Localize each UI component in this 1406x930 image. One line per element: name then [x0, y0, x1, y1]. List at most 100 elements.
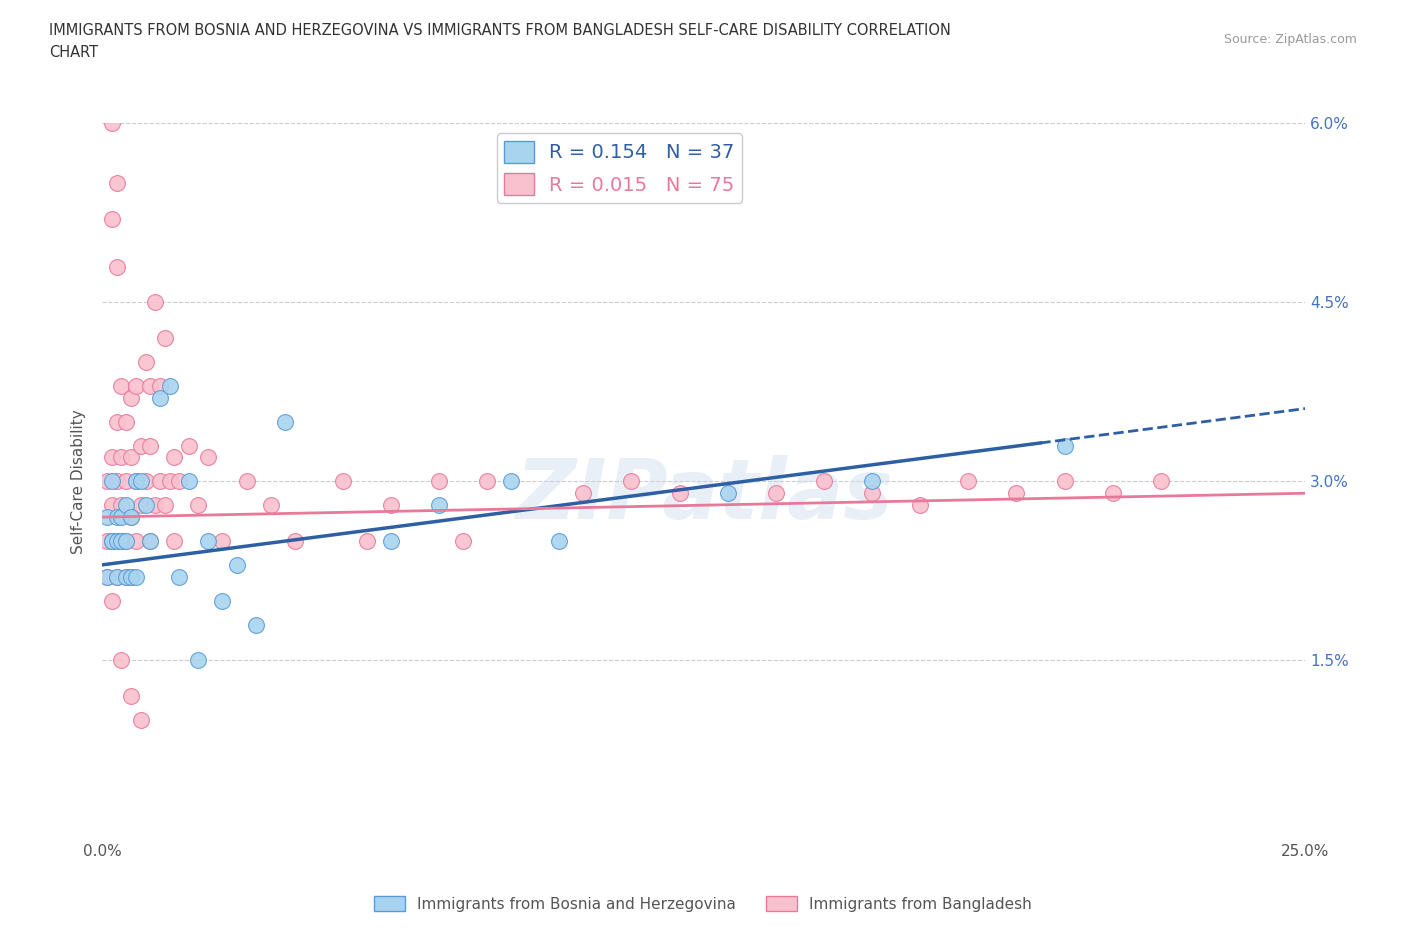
Point — [134, 498, 156, 512]
Text: Source: ZipAtlas.com: Source: ZipAtlas.com — [1223, 33, 1357, 46]
Point — [125, 569, 148, 584]
Point — [451, 534, 474, 549]
Point — [105, 534, 128, 549]
Point — [110, 534, 132, 549]
Point — [548, 534, 571, 549]
Point — [110, 450, 132, 465]
Text: ZIPatlas: ZIPatlas — [515, 455, 893, 536]
Point — [115, 414, 138, 429]
Legend: R = 0.154   N = 37, R = 0.015   N = 75: R = 0.154 N = 37, R = 0.015 N = 75 — [496, 133, 742, 204]
Point — [110, 498, 132, 512]
Point — [129, 438, 152, 453]
Point — [101, 211, 124, 226]
Point — [427, 474, 450, 489]
Text: IMMIGRANTS FROM BOSNIA AND HERZEGOVINA VS IMMIGRANTS FROM BANGLADESH SELF-CARE D: IMMIGRANTS FROM BOSNIA AND HERZEGOVINA V… — [49, 23, 950, 60]
Point — [115, 474, 138, 489]
Point — [96, 510, 118, 525]
Point — [620, 474, 643, 489]
Point — [159, 379, 181, 393]
Point — [153, 498, 176, 512]
Point — [101, 534, 124, 549]
Point — [115, 569, 138, 584]
Point — [226, 557, 249, 572]
Point — [143, 498, 166, 512]
Point — [197, 450, 219, 465]
Point — [1053, 474, 1076, 489]
Point — [163, 534, 186, 549]
Point — [101, 498, 124, 512]
Point — [129, 712, 152, 727]
Point — [96, 534, 118, 549]
Point — [177, 474, 200, 489]
Point — [120, 569, 142, 584]
Point — [96, 474, 118, 489]
Point — [332, 474, 354, 489]
Point — [475, 474, 498, 489]
Point — [110, 653, 132, 668]
Point — [101, 116, 124, 131]
Point — [187, 498, 209, 512]
Point — [105, 414, 128, 429]
Point — [813, 474, 835, 489]
Point — [115, 569, 138, 584]
Point — [1150, 474, 1173, 489]
Point — [860, 474, 883, 489]
Point — [120, 510, 142, 525]
Point — [197, 534, 219, 549]
Point — [187, 653, 209, 668]
Point — [105, 510, 128, 525]
Point — [717, 485, 740, 500]
Point — [211, 593, 233, 608]
Point — [129, 498, 152, 512]
Point — [356, 534, 378, 549]
Point — [110, 510, 132, 525]
Point — [380, 534, 402, 549]
Point — [380, 498, 402, 512]
Point — [120, 391, 142, 405]
Point — [149, 379, 172, 393]
Point — [143, 295, 166, 310]
Point — [101, 593, 124, 608]
Point — [129, 474, 152, 489]
Point — [115, 498, 138, 512]
Point — [115, 534, 138, 549]
Point — [105, 569, 128, 584]
Point — [149, 474, 172, 489]
Point — [110, 534, 132, 549]
Point — [105, 176, 128, 191]
Point — [105, 259, 128, 274]
Point — [908, 498, 931, 512]
Point — [101, 474, 124, 489]
Point — [101, 450, 124, 465]
Point — [860, 485, 883, 500]
Point — [163, 450, 186, 465]
Point — [211, 534, 233, 549]
Point — [101, 534, 124, 549]
Point — [1053, 438, 1076, 453]
Point — [765, 485, 787, 500]
Point — [105, 474, 128, 489]
Point — [96, 569, 118, 584]
Point — [125, 534, 148, 549]
Point — [105, 534, 128, 549]
Point — [96, 569, 118, 584]
Point — [139, 438, 162, 453]
Point — [139, 379, 162, 393]
Point — [153, 331, 176, 346]
Point — [101, 534, 124, 549]
Point — [501, 474, 523, 489]
Point — [110, 379, 132, 393]
Point — [284, 534, 307, 549]
Point — [139, 534, 162, 549]
Point — [105, 569, 128, 584]
Point — [134, 354, 156, 369]
Point — [120, 569, 142, 584]
Point — [1005, 485, 1028, 500]
Point — [120, 450, 142, 465]
Point — [120, 510, 142, 525]
Y-axis label: Self-Care Disability: Self-Care Disability — [72, 409, 86, 553]
Point — [572, 485, 595, 500]
Point — [115, 534, 138, 549]
Point — [259, 498, 281, 512]
Point — [235, 474, 257, 489]
